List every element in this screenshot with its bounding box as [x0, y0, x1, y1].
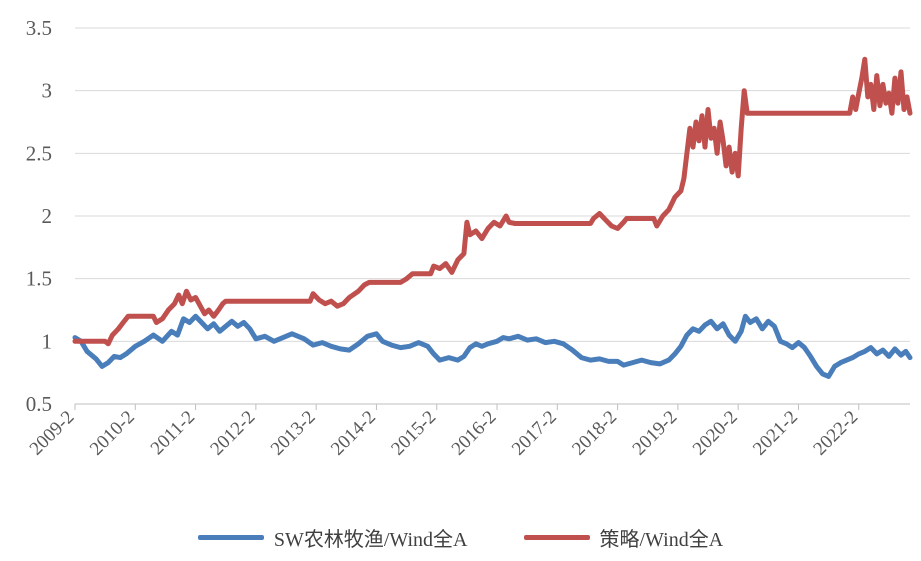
x-tick-label: 2012-2 [206, 407, 259, 460]
legend-label-strategy: 策略/Wind全A [599, 528, 724, 551]
y-tick-label: 1 [42, 329, 53, 353]
x-tick-label: 2021-2 [749, 407, 802, 460]
x-tick-label: 2019-2 [629, 407, 682, 460]
y-tick-label: 2 [42, 204, 53, 228]
legend-swatch-agri [197, 534, 264, 540]
gridlines [75, 27, 910, 342]
x-tick-label: 2011-2 [147, 407, 199, 459]
x-tick-label: 2014-2 [327, 407, 380, 460]
y-tick-label: 0.5 [26, 392, 52, 416]
y-axis-tick-labels: 0.5 1 1.5 2 2.5 3 3.5 [26, 16, 52, 416]
y-tick-label: 2.5 [26, 141, 52, 165]
x-axis-tick-labels: 2009-2 2010-2 2011-2 2012-2 2013-2 2014-2 2015… [26, 407, 863, 460]
y-tick-label: 3.5 [26, 16, 52, 40]
series-lines [72, 56, 913, 379]
x-tick-label: 2018-2 [568, 407, 621, 460]
x-tick-label: 2015-2 [387, 407, 440, 460]
legend-swatch-strategy [523, 534, 590, 540]
x-tick-label: 2017-2 [508, 407, 561, 460]
x-tick-label: 2016-2 [448, 407, 501, 460]
x-tick-label: 2013-2 [267, 407, 320, 460]
legend-item-agri: SW农林牧渔/Wind全A [197, 523, 468, 552]
legend-item-strategy: 策略/Wind全A [523, 523, 724, 552]
x-tick-label: 2022-2 [809, 407, 862, 460]
legend-label-agri: SW农林牧渔/Wind全A [273, 528, 468, 551]
axes [74, 403, 910, 410]
x-tick-label: 2010-2 [86, 407, 139, 460]
x-tick-label: 2020-2 [689, 407, 742, 460]
series-line-agri [72, 313, 913, 379]
series-line-strategy [72, 56, 913, 347]
y-tick-label: 3 [42, 79, 53, 103]
y-tick-label: 1.5 [26, 267, 52, 291]
legend: SW农林牧渔/Wind全A 策略/Wind全A [0, 522, 921, 552]
